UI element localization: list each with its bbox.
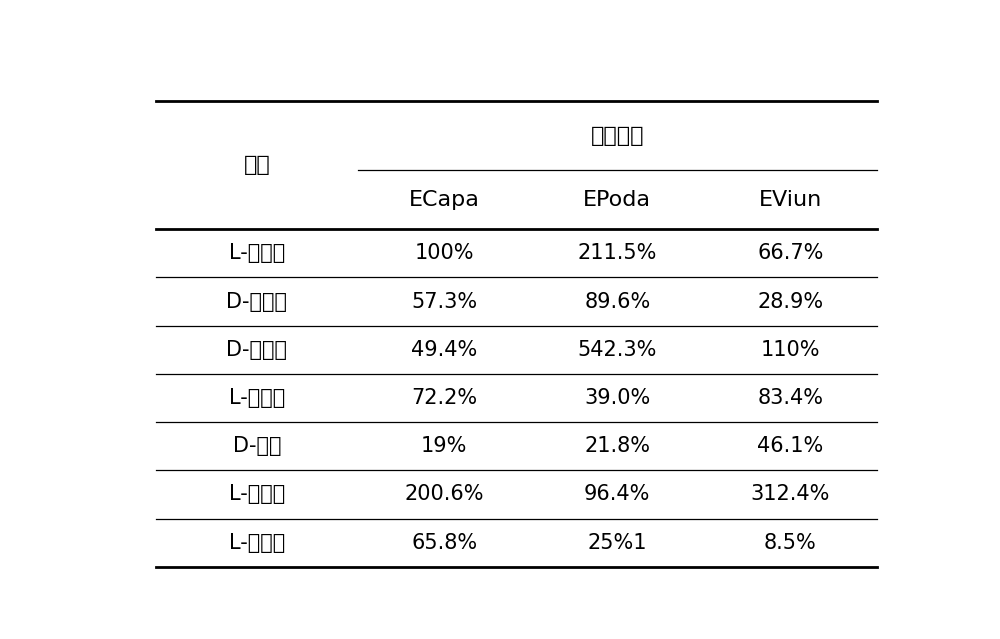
- Text: 46.1%: 46.1%: [757, 436, 823, 456]
- Text: L-古洛糖: L-古洛糖: [229, 533, 285, 553]
- Text: 21.8%: 21.8%: [584, 436, 650, 456]
- Text: 19%: 19%: [421, 436, 467, 456]
- Text: L-山梨糖: L-山梨糖: [229, 388, 285, 408]
- Text: 28.9%: 28.9%: [757, 291, 823, 312]
- Text: L-核酮糖: L-核酮糖: [229, 243, 285, 263]
- Text: D-半乳糖: D-半乳糖: [226, 340, 287, 360]
- Text: 89.6%: 89.6%: [584, 291, 650, 312]
- Text: D-甘露糖: D-甘露糖: [226, 291, 287, 312]
- Text: 底物: 底物: [244, 155, 270, 175]
- Text: 312.4%: 312.4%: [751, 484, 830, 504]
- Text: 相对酶活: 相对酶活: [591, 126, 644, 146]
- Text: EViun: EViun: [759, 190, 822, 210]
- Text: EPoda: EPoda: [583, 190, 651, 210]
- Text: 110%: 110%: [761, 340, 820, 360]
- Text: 66.7%: 66.7%: [757, 243, 823, 263]
- Text: 25%1: 25%1: [588, 533, 647, 553]
- Text: 211.5%: 211.5%: [578, 243, 657, 263]
- Text: 83.4%: 83.4%: [757, 388, 823, 408]
- Text: 72.2%: 72.2%: [411, 388, 477, 408]
- Text: 96.4%: 96.4%: [584, 484, 650, 504]
- Text: 542.3%: 542.3%: [578, 340, 657, 360]
- Text: 100%: 100%: [415, 243, 474, 263]
- Text: 65.8%: 65.8%: [411, 533, 477, 553]
- Text: 57.3%: 57.3%: [411, 291, 477, 312]
- Text: 8.5%: 8.5%: [764, 533, 817, 553]
- Text: ECapa: ECapa: [409, 190, 480, 210]
- Text: 39.0%: 39.0%: [584, 388, 650, 408]
- Text: L-来苏糖: L-来苏糖: [229, 484, 285, 504]
- Text: 49.4%: 49.4%: [411, 340, 477, 360]
- Text: 200.6%: 200.6%: [405, 484, 484, 504]
- Text: D-果糖: D-果糖: [233, 436, 281, 456]
